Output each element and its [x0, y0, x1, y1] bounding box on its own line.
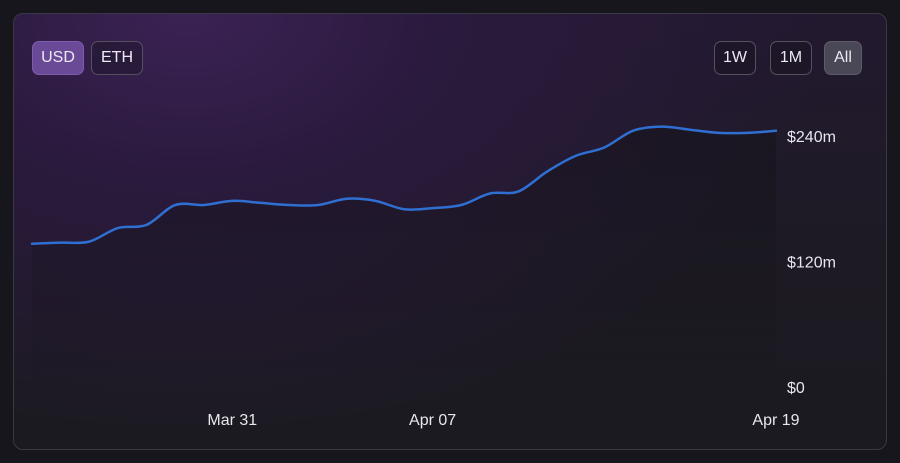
range-1w-button[interactable]: 1W	[714, 41, 756, 75]
y-axis-tick-label: $120m	[787, 255, 836, 272]
range-1m-button[interactable]: 1M	[770, 41, 812, 75]
series-line	[30, 125, 778, 245]
y-axis-tick-label: $0	[787, 380, 805, 397]
usd-toggle-button[interactable]: USD	[32, 41, 84, 75]
series-area-fill	[32, 126, 776, 387]
eth-toggle-button[interactable]: ETH	[91, 41, 143, 75]
chart-card: USD ETH 1W 1M All $0 $120m $240m Mar 31 Apr…	[13, 13, 887, 450]
x-axis-tick-label: Apr 07	[409, 412, 456, 429]
x-axis-tick-label: Mar 31	[207, 412, 257, 429]
range-all-button[interactable]: All	[824, 41, 862, 75]
x-axis-tick-label: Apr 19	[752, 412, 799, 429]
y-axis-tick-label: $240m	[787, 129, 836, 146]
line-chart: $0 $120m $240m Mar 31 Apr 07 Apr 19	[30, 125, 836, 429]
